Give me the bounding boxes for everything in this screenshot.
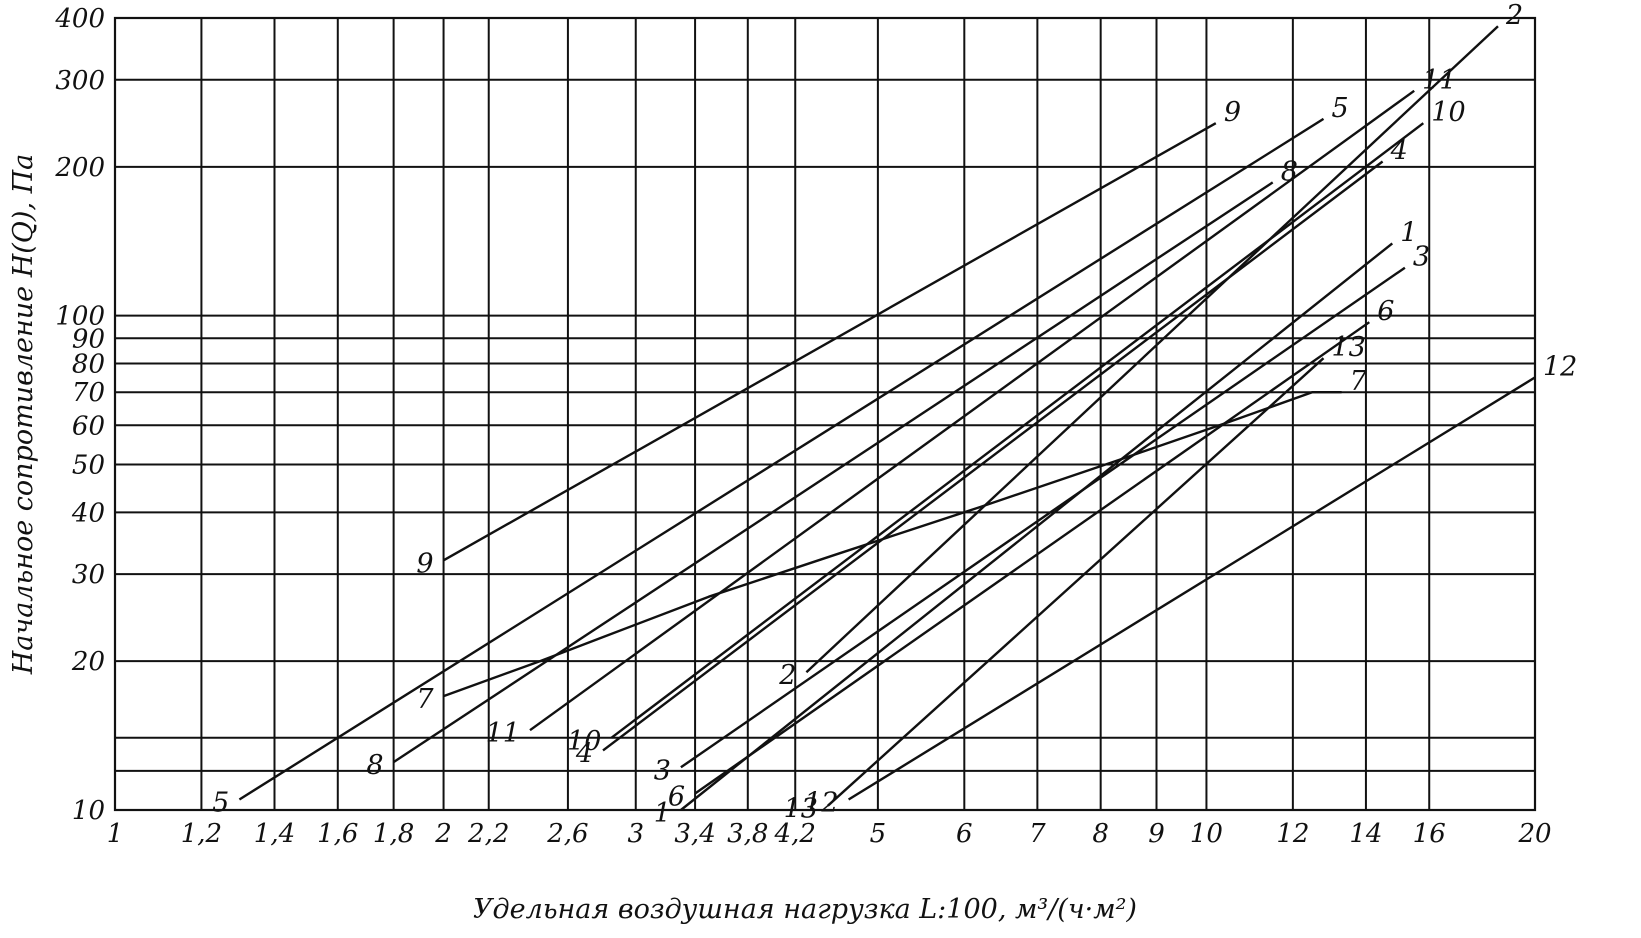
x-tick-label: 1,4 <box>254 819 295 849</box>
x-tick-label: 14 <box>1349 819 1382 849</box>
series-end-label-13: 13 <box>1331 332 1365 363</box>
series-start-label-8: 8 <box>366 750 383 781</box>
series-end-label-9: 9 <box>1224 97 1241 128</box>
y-tick-label: 20 <box>71 647 105 677</box>
series-end-label-1: 1 <box>1400 217 1417 248</box>
series-end-label-3: 3 <box>1413 242 1430 273</box>
y-tick-label: 200 <box>54 153 105 183</box>
y-tick-label: 50 <box>72 450 105 480</box>
series-line-1 <box>680 242 1394 811</box>
x-tick-label: 1,6 <box>317 819 358 849</box>
x-tick-label: 5 <box>870 819 887 849</box>
series-line-9 <box>443 122 1217 562</box>
x-axis-title: Удельная воздушная нагрузка L:100, м³/(ч… <box>473 894 1137 925</box>
series-end-label-2: 2 <box>1505 0 1523 31</box>
y-tick-label: 60 <box>72 411 105 441</box>
series-line-2 <box>805 25 1499 674</box>
x-tick-label: 16 <box>1413 819 1446 849</box>
y-tick-label: 400 <box>54 4 105 34</box>
series-line-13 <box>827 357 1325 807</box>
series-end-label-7: 7 <box>1350 366 1368 397</box>
x-tick-label: 20 <box>1517 819 1551 849</box>
y-tick-label: 80 <box>72 350 105 380</box>
x-tick-label: 10 <box>1190 819 1223 849</box>
x-tick-label: 1 <box>107 819 124 849</box>
x-tick-label: 6 <box>956 819 973 849</box>
series-line-5 <box>238 117 1325 801</box>
x-tick-label: 2 <box>434 819 452 849</box>
y-tick-label: 300 <box>55 66 105 96</box>
series-line-4 <box>602 160 1384 752</box>
series-line-8 <box>392 181 1274 764</box>
series-start-label-1: 1 <box>654 798 671 829</box>
x-tick-label: 4,2 <box>774 819 816 849</box>
series-start-label-2: 2 <box>778 660 796 691</box>
series-end-label-4: 4 <box>1390 136 1408 167</box>
series-end-label-11: 11 <box>1422 65 1456 96</box>
tick-labels: 1 1,2 1,4 1,6 1,8 2 2,2 2,6 3 3,4 3,8 4,2 5 6 7 8 9 10 12 1… <box>54 4 1551 849</box>
series-start-label-6: 6 <box>668 781 685 812</box>
series-line-12 <box>847 376 1536 801</box>
series-start-label-4: 4 <box>575 738 593 769</box>
y-tick-label: 40 <box>71 498 105 528</box>
series-end-label-8: 8 <box>1281 156 1298 187</box>
series-line-10 <box>610 122 1425 739</box>
x-tick-label: 2,6 <box>546 819 588 849</box>
series-lines <box>238 25 1536 811</box>
x-tick-label: 3,4 <box>674 819 715 849</box>
x-tick-label: 7 <box>1029 819 1046 849</box>
y-tick-label: 30 <box>72 560 105 590</box>
series-end-label-12: 12 <box>1543 351 1577 382</box>
x-tick-label: 1,8 <box>373 819 414 849</box>
series-start-label-3: 3 <box>654 755 671 786</box>
series-end-label-6: 6 <box>1377 296 1394 327</box>
series-start-label-5: 5 <box>212 788 229 819</box>
series-start-label-11: 11 <box>486 718 520 749</box>
y-tick-label: 90 <box>72 324 105 354</box>
series-line-7 <box>443 391 1342 698</box>
series-line-3 <box>680 266 1406 769</box>
series-start-label-7: 7 <box>416 684 434 715</box>
y-tick-label: 70 <box>72 378 105 408</box>
x-tick-label: 9 <box>1148 819 1165 849</box>
series-start-label-12: 12 <box>804 788 838 819</box>
series-line-6 <box>694 321 1370 795</box>
series-end-label-10: 10 <box>1431 97 1465 128</box>
x-tick-label: 8 <box>1092 819 1109 849</box>
y-axis-title: Начальное сопротивление H(Q), Па <box>8 154 39 676</box>
x-tick-label: 2,2 <box>467 819 509 849</box>
series-start-label-9: 9 <box>416 548 433 579</box>
plot-frame <box>113 16 1537 812</box>
x-tick-label: 3,8 <box>727 819 768 849</box>
x-tick-label: 3 <box>627 819 644 849</box>
x-tick-label: 12 <box>1276 819 1309 849</box>
y-tick-label: 100 <box>55 302 105 332</box>
x-tick-label: 1,2 <box>181 819 222 849</box>
y-tick-label: 10 <box>72 796 105 826</box>
grid <box>113 16 1537 812</box>
series-start-label-10: 10 <box>567 726 601 757</box>
series-line-11 <box>529 89 1415 732</box>
series-end-label-5: 5 <box>1331 93 1348 124</box>
series-start-label-13: 13 <box>784 794 818 825</box>
